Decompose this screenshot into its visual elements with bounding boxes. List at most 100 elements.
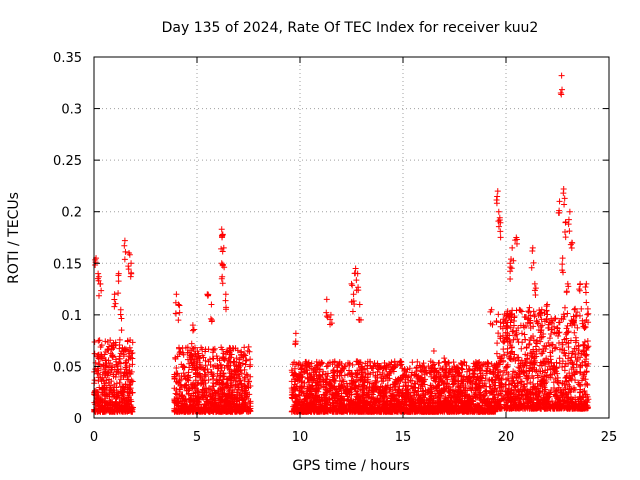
data-point xyxy=(109,353,116,360)
data-point xyxy=(123,357,130,364)
data-point xyxy=(500,346,507,353)
data-point xyxy=(116,353,123,360)
data-point xyxy=(103,377,110,384)
data-point xyxy=(373,378,380,385)
data-point xyxy=(101,402,108,409)
data-point xyxy=(104,372,111,379)
data-point xyxy=(113,371,120,378)
data-point xyxy=(104,346,111,353)
data-point xyxy=(94,370,101,377)
data-point xyxy=(128,404,135,411)
data-point xyxy=(97,376,104,383)
data-point xyxy=(129,355,136,362)
data-point xyxy=(107,384,114,391)
data-point xyxy=(544,311,551,318)
data-point xyxy=(108,364,115,371)
data-point xyxy=(573,312,580,319)
data-point xyxy=(109,406,116,413)
data-point xyxy=(116,379,123,386)
data-points xyxy=(91,72,592,415)
data-point xyxy=(102,398,109,405)
data-point xyxy=(106,343,113,350)
data-point xyxy=(120,348,127,355)
data-point xyxy=(102,380,109,387)
data-point xyxy=(205,377,212,384)
data-point xyxy=(112,403,119,410)
data-point xyxy=(126,389,133,396)
data-point xyxy=(97,407,104,414)
data-point xyxy=(95,398,102,405)
data-point xyxy=(526,304,533,311)
data-point xyxy=(122,364,129,371)
data-point xyxy=(119,407,126,414)
data-point xyxy=(561,367,568,374)
data-point xyxy=(323,363,330,370)
data-point xyxy=(563,374,570,381)
data-point xyxy=(179,364,186,371)
data-point xyxy=(585,310,592,317)
data-point xyxy=(241,344,248,351)
data-point xyxy=(219,380,226,387)
data-point xyxy=(110,344,117,351)
data-point xyxy=(398,358,405,365)
data-point xyxy=(107,350,114,357)
data-point xyxy=(243,371,250,378)
data-point xyxy=(106,397,113,404)
data-point xyxy=(93,394,100,401)
data-point xyxy=(121,369,128,376)
data-point xyxy=(124,337,131,344)
data-point xyxy=(561,304,568,311)
data-point xyxy=(173,364,180,371)
data-point xyxy=(117,388,124,395)
data-point xyxy=(172,390,179,397)
data-point xyxy=(117,376,124,383)
data-point xyxy=(91,339,98,346)
data-point xyxy=(99,355,106,362)
data-point xyxy=(578,305,585,312)
data-point xyxy=(91,407,98,414)
data-point xyxy=(126,344,133,351)
data-point xyxy=(213,353,220,360)
data-point xyxy=(584,311,591,318)
data-point xyxy=(95,337,102,344)
data-point xyxy=(98,342,105,349)
data-point xyxy=(112,356,119,363)
data-point xyxy=(112,374,119,381)
data-point xyxy=(119,344,126,351)
data-point xyxy=(129,408,136,415)
data-point xyxy=(122,372,129,379)
data-point xyxy=(577,370,584,377)
data-point xyxy=(126,367,133,374)
data-point xyxy=(112,339,119,346)
data-point xyxy=(99,386,106,393)
data-point xyxy=(96,337,103,344)
data-point xyxy=(106,376,113,383)
data-point xyxy=(450,359,457,366)
data-point xyxy=(243,357,250,364)
data-point xyxy=(515,339,522,346)
data-point xyxy=(97,404,104,411)
data-point xyxy=(245,343,252,350)
data-point xyxy=(493,350,500,357)
data-point xyxy=(122,406,129,413)
data-point xyxy=(127,370,134,377)
data-point xyxy=(111,366,118,373)
data-point xyxy=(120,351,127,358)
data-point xyxy=(124,384,131,391)
data-point xyxy=(115,402,122,409)
data-point xyxy=(122,402,129,409)
data-point xyxy=(117,360,124,367)
data-point xyxy=(104,338,111,345)
data-point xyxy=(116,336,123,343)
data-point xyxy=(518,345,525,352)
data-point xyxy=(104,368,111,375)
data-point xyxy=(508,344,515,351)
data-point xyxy=(124,376,131,383)
data-point xyxy=(116,345,123,352)
data-point xyxy=(530,308,537,315)
data-point xyxy=(128,350,135,357)
data-point xyxy=(572,334,579,341)
data-point xyxy=(100,361,107,368)
data-point xyxy=(91,388,98,395)
